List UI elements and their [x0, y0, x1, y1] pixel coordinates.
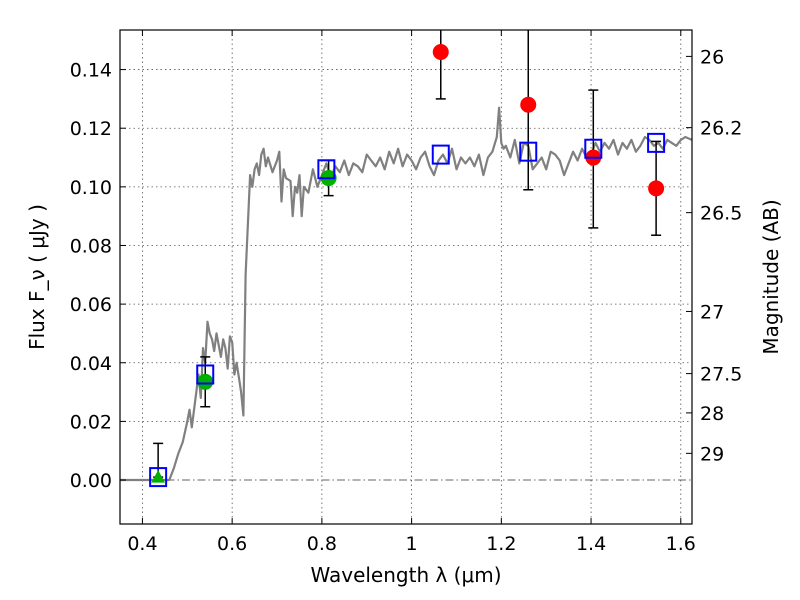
- x-tick-label: 1.6: [666, 533, 696, 555]
- x-tick-label: 0.6: [217, 533, 247, 555]
- x-axis-label: Wavelength λ (μm): [310, 563, 501, 587]
- axis-ticks: 0.4 0.6 0.8 1 1.2 1.4 1.6 0.00 0.02 0.04 0.06 0.08 0…: [70, 30, 742, 555]
- x-tick-label: 1.4: [576, 533, 606, 555]
- model-photometry-point: [519, 141, 538, 162]
- mag-tick-label: 29: [700, 443, 724, 465]
- model-photometry-point: [647, 132, 666, 153]
- data-point: [648, 180, 665, 197]
- y-axis-label: Flux F_ν ( μJy ): [25, 204, 49, 350]
- x-tick-label: 1.2: [486, 533, 516, 555]
- y-tick-label: 0.00: [70, 470, 112, 492]
- x-tick-label: 1: [406, 533, 418, 555]
- y-tick-label: 0.12: [70, 118, 112, 140]
- data-point: [197, 373, 214, 390]
- plot-frame: [119, 29, 693, 525]
- model-photometry-point: [196, 364, 215, 385]
- model-photometry-point: [431, 144, 450, 165]
- mag-tick-label: 27: [700, 301, 724, 323]
- data-point: [520, 96, 537, 113]
- y-tick-label: 0.14: [70, 60, 112, 82]
- model-photometry-point: [317, 159, 336, 180]
- data-point: [432, 43, 449, 60]
- grid-lines: [120, 30, 692, 524]
- y-tick-label: 0.02: [70, 411, 112, 433]
- y-tick-label: 0.08: [70, 235, 112, 257]
- upper-limit-marker: [151, 470, 165, 483]
- mag-tick-label: 26.2: [700, 118, 742, 140]
- mag-tick-label: 27.5: [700, 364, 742, 386]
- mag-tick-label: 28: [700, 403, 724, 425]
- model-photometry-point: [149, 467, 168, 488]
- x-tick-label: 0.4: [127, 533, 157, 555]
- y2-axis-label: Magnitude (AB): [759, 199, 783, 354]
- y-tick-label: 0.10: [70, 177, 112, 199]
- y-tick-label: 0.06: [70, 294, 112, 316]
- mag-tick-label: 26: [700, 46, 724, 68]
- x-tick-label: 0.8: [307, 533, 337, 555]
- plot-area: [120, 30, 692, 488]
- y-tick-label: 0.04: [70, 353, 112, 375]
- model-photometry-point: [584, 138, 603, 159]
- mag-tick-label: 26.5: [700, 203, 742, 225]
